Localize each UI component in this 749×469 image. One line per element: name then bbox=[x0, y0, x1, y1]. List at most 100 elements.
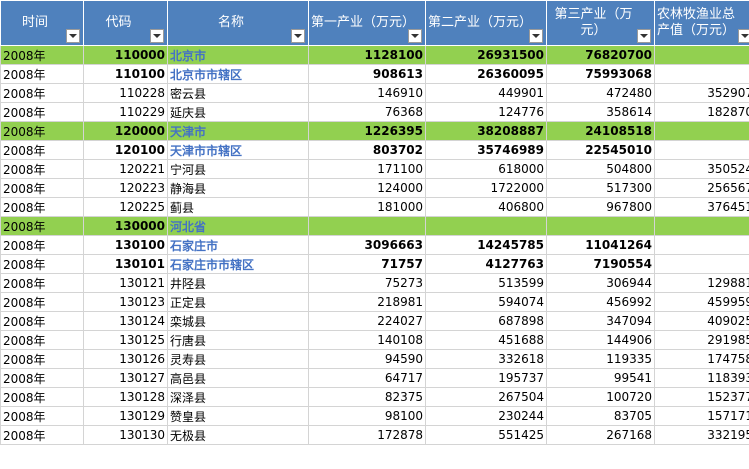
cell-primary[interactable]: 94590 bbox=[308, 349, 426, 369]
cell-primary[interactable]: 82375 bbox=[308, 387, 426, 407]
cell-secondary[interactable] bbox=[425, 216, 547, 236]
cell-code[interactable]: 120225 bbox=[83, 197, 168, 217]
cell-code[interactable]: 130100 bbox=[83, 235, 168, 255]
cell-year[interactable]: 2008年 bbox=[0, 140, 84, 160]
cell-secondary[interactable]: 35746989 bbox=[425, 140, 547, 160]
cell-secondary[interactable]: 618000 bbox=[425, 159, 547, 179]
cell-code[interactable]: 130127 bbox=[83, 368, 168, 388]
cell-name[interactable]: 灵寿县 bbox=[167, 349, 309, 369]
cell-year[interactable]: 2008年 bbox=[0, 83, 84, 103]
cell-year[interactable]: 2008年 bbox=[0, 273, 84, 293]
cell-tertiary[interactable]: 75993068 bbox=[546, 64, 655, 84]
cell-primary[interactable]: 140108 bbox=[308, 330, 426, 350]
cell-secondary[interactable]: 4127763 bbox=[425, 254, 547, 274]
cell-agri[interactable] bbox=[654, 45, 749, 65]
cell-primary[interactable]: 98100 bbox=[308, 406, 426, 426]
cell-tertiary[interactable]: 11041264 bbox=[546, 235, 655, 255]
cell-name[interactable]: 井陉县 bbox=[167, 273, 309, 293]
cell-primary[interactable]: 803702 bbox=[308, 140, 426, 160]
cell-agri[interactable]: 459959 bbox=[654, 292, 749, 312]
cell-tertiary[interactable]: 472480 bbox=[546, 83, 655, 103]
cell-secondary[interactable]: 230244 bbox=[425, 406, 547, 426]
filter-dropdown-icon[interactable] bbox=[408, 29, 422, 43]
cell-tertiary[interactable]: 967800 bbox=[546, 197, 655, 217]
cell-primary[interactable]: 1128100 bbox=[308, 45, 426, 65]
cell-name[interactable]: 宁河县 bbox=[167, 159, 309, 179]
cell-tertiary[interactable]: 22545010 bbox=[546, 140, 655, 160]
cell-year[interactable]: 2008年 bbox=[0, 102, 84, 122]
cell-name[interactable]: 密云县 bbox=[167, 83, 309, 103]
cell-name[interactable]: 北京市 bbox=[167, 45, 309, 65]
cell-agri[interactable] bbox=[654, 235, 749, 255]
cell-secondary[interactable]: 406800 bbox=[425, 197, 547, 217]
cell-agri[interactable]: 157171 bbox=[654, 406, 749, 426]
cell-agri[interactable]: 174758 bbox=[654, 349, 749, 369]
cell-primary[interactable]: 64717 bbox=[308, 368, 426, 388]
cell-primary[interactable]: 146910 bbox=[308, 83, 426, 103]
cell-code[interactable]: 110229 bbox=[83, 102, 168, 122]
cell-code[interactable]: 120223 bbox=[83, 178, 168, 198]
cell-primary[interactable]: 218981 bbox=[308, 292, 426, 312]
cell-primary[interactable] bbox=[308, 216, 426, 236]
cell-name[interactable]: 无极县 bbox=[167, 425, 309, 445]
cell-agri[interactable]: 118393 bbox=[654, 368, 749, 388]
cell-name[interactable]: 天津市 bbox=[167, 121, 309, 141]
cell-name[interactable]: 天津市市辖区 bbox=[167, 140, 309, 160]
cell-secondary[interactable]: 195737 bbox=[425, 368, 547, 388]
cell-year[interactable]: 2008年 bbox=[0, 387, 84, 407]
cell-name[interactable]: 石家庄市 bbox=[167, 235, 309, 255]
cell-primary[interactable]: 3096663 bbox=[308, 235, 426, 255]
cell-agri[interactable]: 350524 bbox=[654, 159, 749, 179]
filter-dropdown-icon[interactable] bbox=[529, 29, 543, 43]
cell-agri[interactable]: 291985 bbox=[654, 330, 749, 350]
filter-dropdown-icon[interactable] bbox=[637, 29, 651, 43]
cell-primary[interactable]: 224027 bbox=[308, 311, 426, 331]
cell-tertiary[interactable]: 504800 bbox=[546, 159, 655, 179]
cell-year[interactable]: 2008年 bbox=[0, 254, 84, 274]
cell-tertiary[interactable]: 306944 bbox=[546, 273, 655, 293]
cell-tertiary[interactable]: 7190554 bbox=[546, 254, 655, 274]
cell-year[interactable]: 2008年 bbox=[0, 330, 84, 350]
cell-secondary[interactable]: 26360095 bbox=[425, 64, 547, 84]
cell-code[interactable]: 110228 bbox=[83, 83, 168, 103]
filter-dropdown-icon[interactable] bbox=[66, 29, 80, 43]
cell-secondary[interactable]: 332618 bbox=[425, 349, 547, 369]
cell-year[interactable]: 2008年 bbox=[0, 292, 84, 312]
cell-primary[interactable]: 1226395 bbox=[308, 121, 426, 141]
cell-code[interactable]: 130130 bbox=[83, 425, 168, 445]
filter-dropdown-icon[interactable] bbox=[738, 29, 749, 43]
cell-secondary[interactable]: 14245785 bbox=[425, 235, 547, 255]
cell-tertiary[interactable] bbox=[546, 216, 655, 236]
cell-tertiary[interactable]: 456992 bbox=[546, 292, 655, 312]
cell-primary[interactable]: 908613 bbox=[308, 64, 426, 84]
cell-year[interactable]: 2008年 bbox=[0, 406, 84, 426]
cell-tertiary[interactable]: 267168 bbox=[546, 425, 655, 445]
cell-primary[interactable]: 171100 bbox=[308, 159, 426, 179]
cell-year[interactable]: 2008年 bbox=[0, 159, 84, 179]
cell-secondary[interactable]: 124776 bbox=[425, 102, 547, 122]
cell-agri[interactable]: 182870 bbox=[654, 102, 749, 122]
cell-name[interactable]: 行唐县 bbox=[167, 330, 309, 350]
cell-year[interactable]: 2008年 bbox=[0, 311, 84, 331]
cell-agri[interactable]: 129881 bbox=[654, 273, 749, 293]
cell-year[interactable]: 2008年 bbox=[0, 216, 84, 236]
cell-code[interactable]: 120000 bbox=[83, 121, 168, 141]
cell-primary[interactable]: 75273 bbox=[308, 273, 426, 293]
cell-code[interactable]: 130124 bbox=[83, 311, 168, 331]
cell-secondary[interactable]: 594074 bbox=[425, 292, 547, 312]
cell-name[interactable]: 栾城县 bbox=[167, 311, 309, 331]
cell-agri[interactable]: 409025 bbox=[654, 311, 749, 331]
cell-name[interactable]: 河北省 bbox=[167, 216, 309, 236]
cell-secondary[interactable]: 26931500 bbox=[425, 45, 547, 65]
cell-tertiary[interactable]: 517300 bbox=[546, 178, 655, 198]
filter-dropdown-icon[interactable] bbox=[291, 29, 305, 43]
cell-agri[interactable]: 256567 bbox=[654, 178, 749, 198]
cell-agri[interactable] bbox=[654, 216, 749, 236]
cell-name[interactable]: 石家庄市市辖区 bbox=[167, 254, 309, 274]
cell-agri[interactable]: 152377 bbox=[654, 387, 749, 407]
cell-year[interactable]: 2008年 bbox=[0, 64, 84, 84]
cell-year[interactable]: 2008年 bbox=[0, 425, 84, 445]
cell-agri[interactable] bbox=[654, 140, 749, 160]
cell-name[interactable]: 深泽县 bbox=[167, 387, 309, 407]
cell-year[interactable]: 2008年 bbox=[0, 368, 84, 388]
